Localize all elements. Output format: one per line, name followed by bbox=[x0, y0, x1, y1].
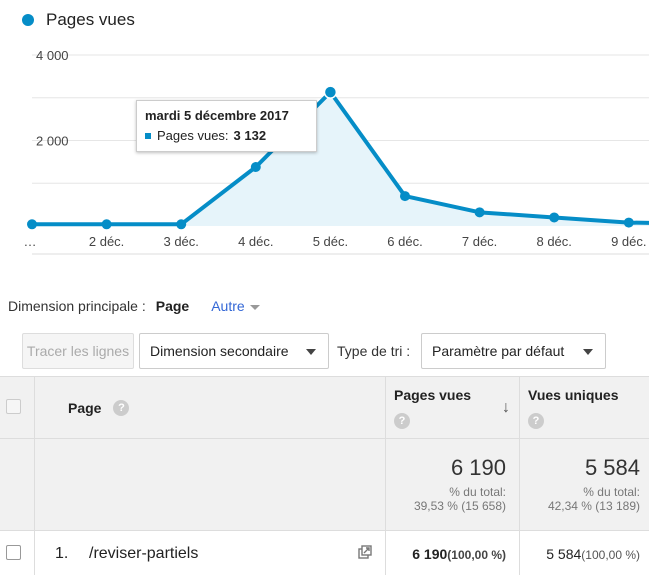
sort-type-label: Type de tri : bbox=[337, 343, 411, 359]
data-point[interactable] bbox=[101, 219, 112, 230]
data-point[interactable] bbox=[176, 219, 187, 230]
caret-down-icon bbox=[249, 304, 260, 310]
total-pageviews: 6 190 bbox=[450, 455, 506, 480]
line-chart[interactable]: 4 000 2 000 … 2 déc. 3 déc. 4 déc. 5 déc. 6 dé… bbox=[0, 38, 649, 263]
x-tick-label: 3 déc. bbox=[163, 234, 198, 249]
row-pageviews-pct: (100,00 %) bbox=[447, 548, 506, 562]
column-pageviews-label: Pages vues bbox=[394, 387, 472, 403]
column-header-pageviews[interactable]: Pages vues ? bbox=[394, 387, 472, 429]
series-area bbox=[32, 92, 649, 226]
column-divider bbox=[34, 377, 35, 575]
chart-legend[interactable]: Pages vues bbox=[22, 10, 135, 30]
data-point[interactable] bbox=[474, 207, 485, 218]
dimension-page[interactable]: Page bbox=[155, 298, 190, 314]
select-all-checkbox[interactable] bbox=[6, 399, 21, 414]
x-tick-label: 2 déc. bbox=[89, 234, 124, 249]
data-point[interactable] bbox=[27, 219, 37, 230]
data-point[interactable] bbox=[549, 212, 560, 223]
total-unique-pct: 42,34 % (13 189) bbox=[547, 499, 640, 513]
dimension-other-label: Autre bbox=[211, 298, 245, 314]
secondary-dimension-select[interactable]: Dimension secondaire bbox=[139, 333, 329, 369]
totals-row: 6 190 % du total: 39,53 % (15 658) 5 584… bbox=[0, 439, 649, 531]
chevron-down-icon bbox=[306, 349, 316, 355]
sort-type-select[interactable]: Paramètre par défaut bbox=[421, 333, 606, 369]
chart-tooltip: mardi 5 décembre 2017 Pages vues: 3 132 bbox=[136, 100, 317, 152]
tooltip-metric: Pages vues: bbox=[157, 128, 229, 143]
table-header: Page ? Pages vues ? ↓ Vues uniques ? bbox=[0, 377, 649, 439]
column-header-unique-views[interactable]: Vues uniques ? bbox=[528, 387, 619, 429]
column-header-page[interactable]: Page ? bbox=[68, 400, 130, 416]
column-page-label: Page bbox=[68, 400, 102, 416]
chevron-down-icon bbox=[583, 349, 593, 355]
tooltip-value: 3 132 bbox=[233, 128, 267, 143]
table-row: 1. /reviser-partiels 6 190(100,00 %) 5 5… bbox=[0, 531, 649, 575]
y-tick-label: 2 000 bbox=[36, 134, 69, 149]
row-pageviews: 6 190(100,00 %) bbox=[412, 546, 506, 562]
tooltip-date: mardi 5 décembre 2017 bbox=[145, 108, 289, 123]
legend-dot bbox=[22, 14, 34, 26]
row-checkbox[interactable] bbox=[6, 545, 21, 560]
x-tick-label: 8 déc. bbox=[536, 234, 571, 249]
y-tick-label: 4 000 bbox=[36, 48, 69, 63]
column-divider bbox=[385, 377, 386, 575]
data-table: Page ? Pages vues ? ↓ Vues uniques ? 6 1… bbox=[0, 376, 649, 575]
open-external-icon[interactable] bbox=[358, 545, 372, 559]
total-pageviews-pct: 39,53 % (15 658) bbox=[413, 499, 506, 513]
legend-label: Pages vues bbox=[46, 10, 135, 29]
help-icon[interactable]: ? bbox=[394, 413, 410, 429]
plot-rows-button[interactable]: Tracer les lignes bbox=[22, 333, 134, 369]
row-unique-value: 5 584 bbox=[546, 546, 582, 562]
secondary-dimension-label: Dimension secondaire bbox=[150, 343, 289, 359]
row-unique: 5 584(100,00 %) bbox=[546, 546, 640, 562]
sort-desc-icon[interactable]: ↓ bbox=[502, 399, 510, 416]
help-icon[interactable]: ? bbox=[528, 413, 544, 429]
x-tick-label: 4 déc. bbox=[238, 234, 273, 249]
x-tick-label: 7 déc. bbox=[462, 234, 497, 249]
x-tick-label: 5 déc. bbox=[313, 234, 348, 249]
tooltip-row: Pages vues: 3 132 bbox=[145, 128, 308, 143]
data-point[interactable] bbox=[623, 217, 634, 228]
total-unique-pct-label: % du total: bbox=[583, 485, 640, 499]
tooltip-series-marker bbox=[145, 132, 151, 139]
data-point[interactable] bbox=[250, 162, 261, 173]
dimension-other-link[interactable]: Autre bbox=[211, 298, 260, 314]
total-unique: 5 584 bbox=[584, 455, 640, 480]
primary-dimension-label: Dimension principale : bbox=[8, 298, 146, 314]
sort-type-value: Paramètre par défaut bbox=[432, 343, 565, 359]
row-pageviews-value: 6 190 bbox=[412, 546, 448, 562]
column-divider bbox=[519, 377, 520, 575]
primary-dimension-bar: Dimension principale : Page Autre bbox=[8, 298, 260, 314]
data-point[interactable] bbox=[323, 85, 338, 99]
help-icon[interactable]: ? bbox=[113, 400, 130, 416]
column-unique-label: Vues uniques bbox=[528, 387, 619, 403]
series-line bbox=[32, 90, 649, 227]
x-tick-label: 9 déc. bbox=[611, 234, 646, 249]
x-tick-label: … bbox=[24, 234, 37, 249]
row-index: 1. bbox=[55, 545, 69, 562]
total-pageviews-pct-label: % du total: bbox=[449, 485, 506, 499]
row-unique-pct: (100,00 %) bbox=[581, 548, 640, 562]
row-page-link[interactable]: /reviser-partiels bbox=[89, 545, 199, 562]
data-point[interactable] bbox=[400, 191, 410, 202]
x-tick-label: 6 déc. bbox=[387, 234, 422, 249]
